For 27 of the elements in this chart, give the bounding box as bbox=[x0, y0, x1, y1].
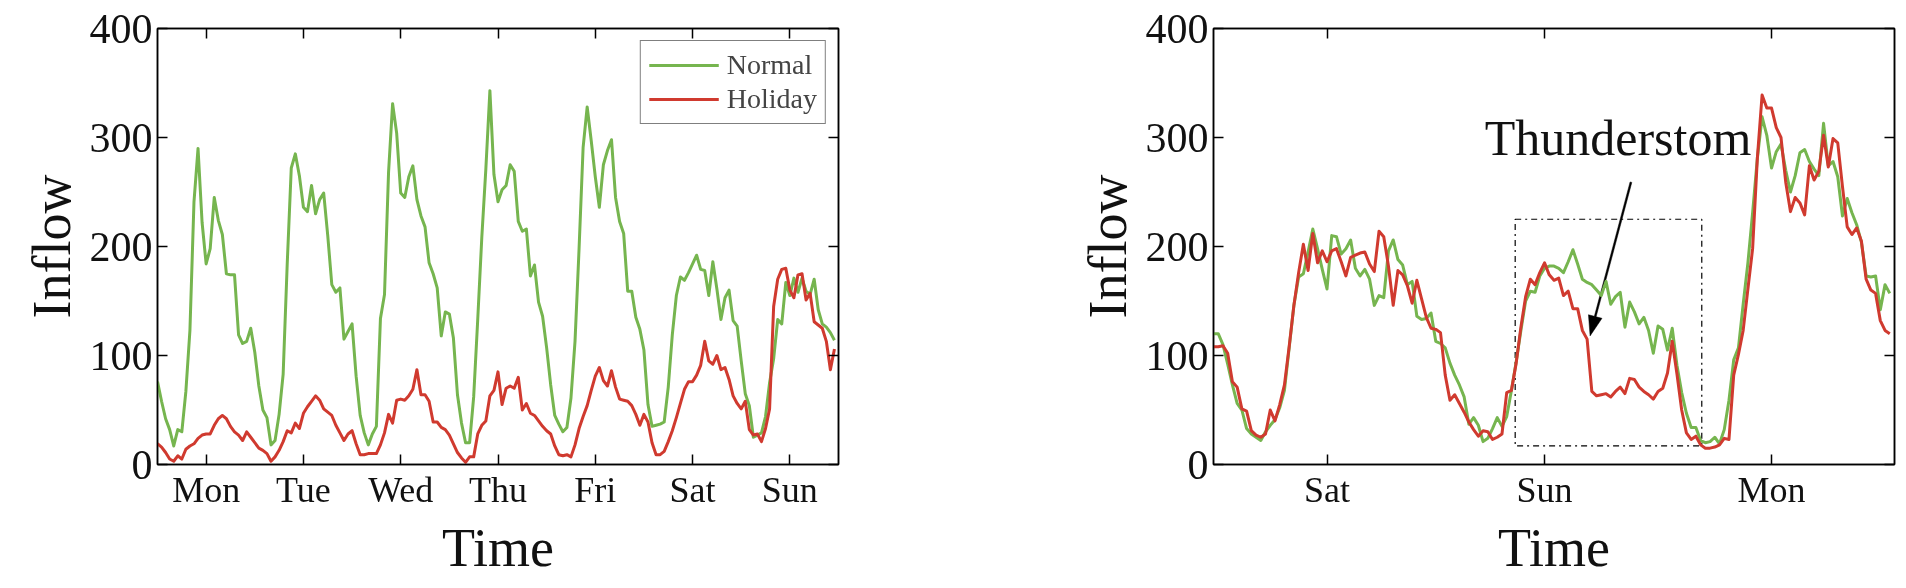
y-tick-label: 200 bbox=[89, 223, 153, 270]
y-tick-label: 300 bbox=[89, 114, 153, 161]
annotation: Thunderstom bbox=[1484, 109, 1752, 166]
legend-label: Normal bbox=[726, 49, 813, 81]
y-tick-label: 300 bbox=[1145, 114, 1209, 161]
x-tick-label: Tue bbox=[276, 469, 331, 510]
y-tick-label: 100 bbox=[89, 332, 153, 379]
y-axis-title: Inflow bbox=[21, 174, 82, 319]
y-tick-label: 100 bbox=[1145, 332, 1209, 379]
x-tick-label: Sun bbox=[761, 469, 818, 510]
y-axis-title: Inflow bbox=[1077, 174, 1138, 319]
x-axis-title: Time bbox=[441, 517, 555, 578]
y-tick-label: 200 bbox=[1145, 223, 1209, 270]
x-axis-title: Time bbox=[1497, 517, 1611, 578]
y-tick-label: 400 bbox=[1145, 5, 1209, 52]
x-tick-label: Mon bbox=[1737, 469, 1806, 510]
x-tick-label: Fri bbox=[574, 469, 617, 510]
x-tick-label: Sat bbox=[1304, 469, 1351, 510]
x-tick-label: Sun bbox=[1516, 469, 1573, 510]
legend-label: Holiday bbox=[726, 83, 817, 115]
x-tick-label: Thu bbox=[469, 469, 527, 510]
y-tick-label: 0 bbox=[1187, 441, 1209, 488]
x-tick-label: Sat bbox=[669, 469, 716, 510]
y-tick-label: 0 bbox=[131, 441, 153, 488]
y-tick-label: 400 bbox=[89, 5, 153, 52]
x-tick-label: Wed bbox=[368, 469, 434, 510]
x-tick-label: Mon bbox=[172, 469, 241, 510]
